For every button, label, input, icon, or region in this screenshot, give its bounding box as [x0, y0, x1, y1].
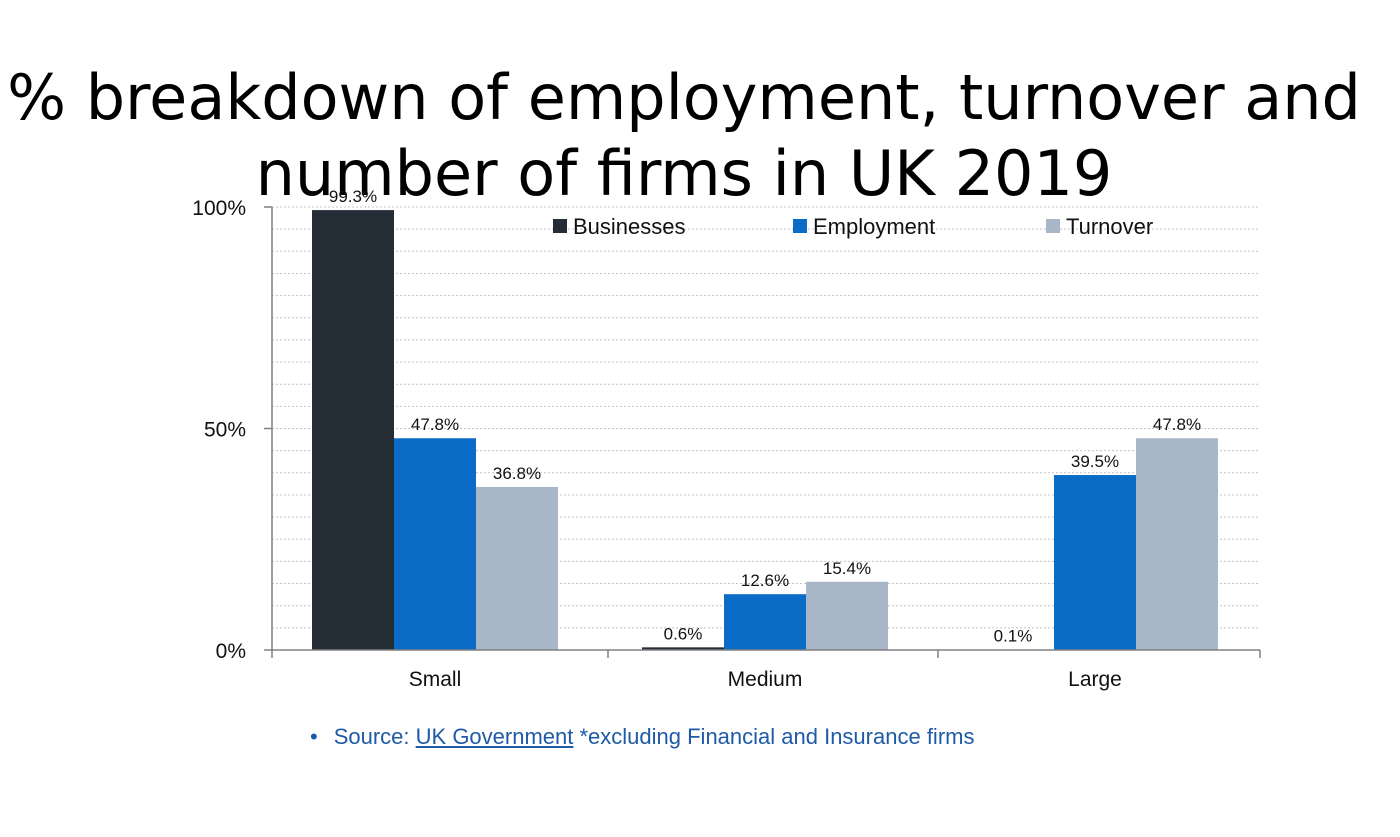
data-label: 0.6% — [664, 624, 703, 643]
bar-turnover-large — [1136, 438, 1218, 650]
bar-turnover-medium — [806, 582, 888, 650]
data-label: 0.1% — [994, 627, 1033, 646]
bar-employment-small — [394, 438, 476, 650]
x-tick-label: Small — [409, 668, 462, 691]
legend-label-employment: Employment — [813, 214, 935, 239]
bar-employment-large — [1054, 475, 1136, 650]
legend-swatch-businesses — [553, 219, 567, 233]
bar-businesses-small — [312, 210, 394, 650]
y-tick-label: 50% — [204, 419, 246, 442]
legend-label-turnover: Turnover — [1066, 214, 1153, 239]
bar-employment-medium — [724, 594, 806, 650]
data-label: 15.4% — [823, 559, 871, 578]
data-label: 47.8% — [411, 415, 459, 434]
data-label: 99.3% — [329, 187, 377, 206]
bar-turnover-small — [476, 487, 558, 650]
y-tick-label: 0% — [216, 640, 246, 663]
bullet-icon: • — [310, 724, 318, 749]
source-link[interactable]: UK Government — [416, 724, 574, 749]
source-suffix: *excluding Financial and Insurance firms — [573, 724, 974, 749]
x-tick-label: Large — [1068, 668, 1122, 691]
data-label: 39.5% — [1071, 452, 1119, 471]
data-label: 36.8% — [493, 464, 541, 483]
x-tick-label: Medium — [728, 668, 803, 691]
source-prefix: Source: — [334, 724, 416, 749]
y-tick-label: 100% — [192, 197, 246, 220]
data-label: 47.8% — [1153, 415, 1201, 434]
source-note: • Source: UK Government *excluding Financ… — [310, 724, 974, 750]
legend-swatch-employment — [793, 219, 807, 233]
legend-label-businesses: Businesses — [573, 214, 686, 239]
legend-swatch-turnover — [1046, 219, 1060, 233]
data-label: 12.6% — [741, 571, 789, 590]
